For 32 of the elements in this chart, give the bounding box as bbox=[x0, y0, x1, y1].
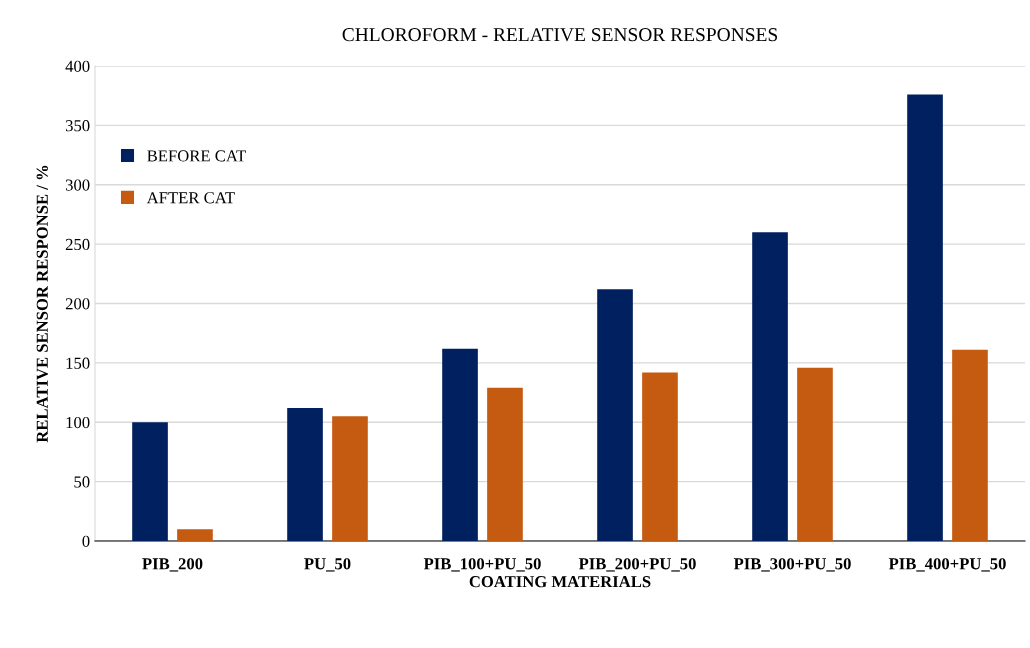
bar bbox=[907, 94, 943, 541]
bar bbox=[332, 416, 368, 541]
y-tick-label: 250 bbox=[65, 238, 90, 251]
bar bbox=[752, 232, 788, 541]
bar bbox=[642, 372, 678, 541]
y-axis-title: RELATIVE SENSOR RESPONSE / % bbox=[36, 165, 48, 443]
x-tick-label: PU_50 bbox=[304, 558, 351, 572]
bar bbox=[287, 408, 323, 541]
y-tick-label: 50 bbox=[74, 476, 90, 488]
y-tick-label: 350 bbox=[65, 120, 90, 132]
y-tick-label: 400 bbox=[65, 60, 90, 72]
x-tick-label: PIB_300+PU_50 bbox=[733, 558, 851, 572]
legend-label: BEFORE CAT bbox=[147, 150, 246, 162]
bar bbox=[442, 348, 478, 541]
chart-title: CHLOROFORM - RELATIVE SENSOR RESPONSES bbox=[342, 28, 778, 42]
bar bbox=[487, 387, 523, 541]
bar bbox=[597, 289, 633, 541]
y-tick-label: 300 bbox=[65, 179, 90, 191]
x-tick-label: PIB_400+PU_50 bbox=[888, 558, 1006, 572]
y-tick-label: 200 bbox=[65, 298, 90, 310]
y-tick-label: 150 bbox=[66, 357, 90, 369]
x-tick-label: PIB_200 bbox=[142, 558, 203, 572]
y-tick-label: 0 bbox=[82, 535, 90, 547]
bar bbox=[952, 349, 988, 541]
x-axis-title: COATING MATERIALS bbox=[469, 576, 651, 588]
x-tick-label: PIB_100+PU_50 bbox=[423, 558, 541, 572]
x-tick-label: PIB_200+PU_50 bbox=[578, 558, 696, 572]
legend-label: AFTER CAT bbox=[146, 192, 235, 204]
bar bbox=[797, 367, 833, 541]
bar bbox=[177, 529, 213, 541]
y-tick-label: 100 bbox=[66, 416, 90, 429]
bar bbox=[132, 422, 168, 541]
